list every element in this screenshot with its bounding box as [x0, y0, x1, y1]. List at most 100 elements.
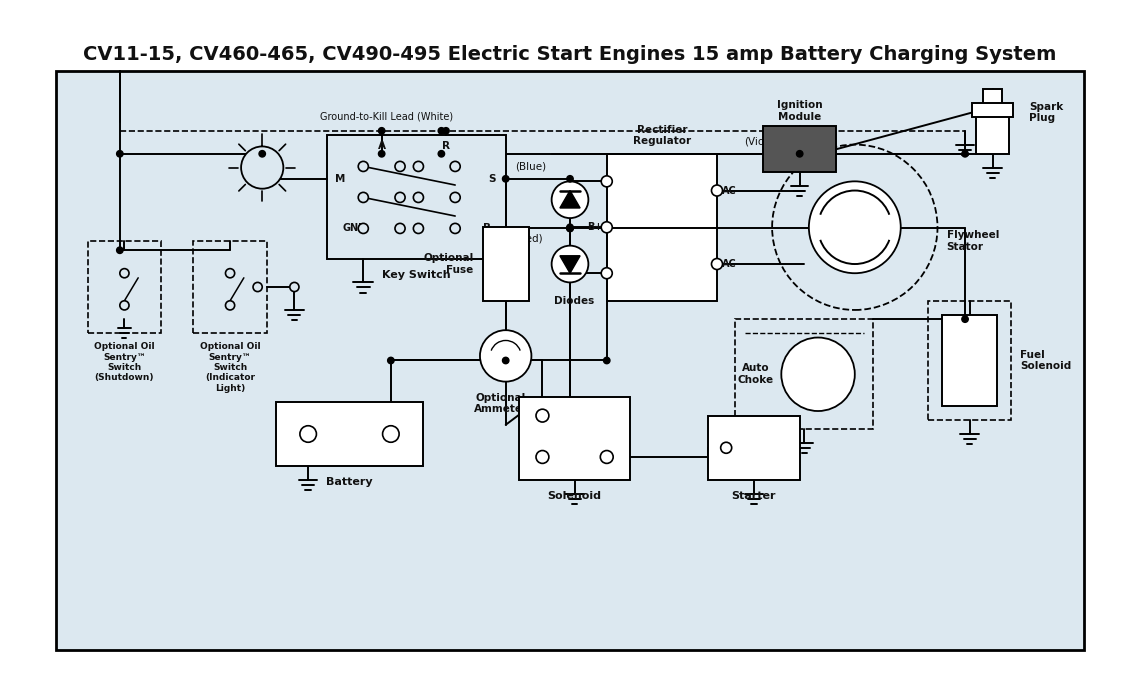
Circle shape [711, 258, 723, 269]
Bar [942, 315, 998, 407]
Text: S: S [488, 174, 496, 184]
Circle shape [962, 150, 968, 157]
Circle shape [116, 247, 123, 254]
Bar [976, 108, 1009, 154]
Bar [928, 301, 1011, 420]
Circle shape [503, 176, 508, 182]
Circle shape [601, 222, 612, 233]
Text: B+: B+ [587, 223, 602, 232]
Polygon shape [560, 256, 580, 273]
Circle shape [797, 150, 803, 157]
Text: Solenoid: Solenoid [547, 491, 602, 501]
Circle shape [253, 282, 262, 291]
Circle shape [394, 223, 405, 234]
Text: Optional Oil
Sentry™
Switch
(Indicator
Light): Optional Oil Sentry™ Switch (Indicator L… [200, 342, 260, 393]
Circle shape [601, 176, 612, 187]
Circle shape [358, 223, 368, 234]
Text: Ignition
Module: Ignition Module [776, 100, 822, 122]
Bar [735, 319, 873, 429]
Circle shape [781, 337, 855, 411]
Text: AC: AC [722, 185, 736, 196]
Bar [972, 103, 1012, 117]
Circle shape [378, 150, 385, 157]
Circle shape [720, 442, 732, 453]
Circle shape [567, 225, 573, 232]
Bar [276, 402, 423, 466]
Circle shape [567, 225, 573, 232]
Circle shape [438, 150, 445, 157]
Circle shape [480, 330, 531, 381]
Bar [606, 154, 717, 301]
Polygon shape [560, 190, 580, 208]
Circle shape [438, 128, 445, 134]
Circle shape [601, 451, 613, 464]
Circle shape [394, 192, 405, 203]
Circle shape [772, 144, 937, 310]
Circle shape [383, 426, 399, 442]
Text: Key Switch: Key Switch [382, 271, 450, 280]
Text: Spark
Plug: Spark Plug [1029, 102, 1064, 123]
Text: Starter: Starter [732, 491, 776, 501]
Text: Battery: Battery [326, 477, 373, 487]
Text: B: B [483, 223, 491, 234]
Bar [520, 397, 629, 480]
Text: (Red): (Red) [515, 233, 543, 243]
Circle shape [414, 192, 423, 203]
Text: A: A [377, 142, 385, 151]
Text: Optional
Fuse: Optional Fuse [423, 254, 473, 275]
Text: Rectifier
Regulator: Rectifier Regulator [633, 125, 691, 146]
Bar [708, 416, 799, 480]
Text: AC: AC [722, 259, 736, 269]
Text: −: − [303, 427, 314, 440]
Circle shape [450, 223, 461, 234]
Circle shape [226, 301, 235, 310]
Bar [194, 241, 267, 333]
Bar [326, 135, 506, 260]
Text: +: + [385, 427, 397, 440]
Bar [984, 89, 1002, 108]
Circle shape [300, 426, 317, 442]
Circle shape [241, 146, 284, 189]
Text: R: R [442, 142, 450, 151]
Circle shape [552, 246, 588, 282]
Text: Diodes: Diodes [554, 296, 595, 306]
Circle shape [603, 357, 610, 363]
Bar [482, 227, 529, 301]
Circle shape [450, 161, 461, 172]
Text: Ground-to-Kill Lead (White): Ground-to-Kill Lead (White) [319, 111, 453, 122]
Circle shape [358, 161, 368, 172]
Text: M: M [335, 174, 345, 184]
Circle shape [120, 301, 129, 310]
Circle shape [711, 185, 723, 196]
Text: (Blue): (Blue) [515, 161, 546, 172]
Circle shape [567, 176, 573, 182]
Circle shape [394, 161, 405, 172]
Circle shape [809, 181, 901, 273]
Circle shape [259, 150, 266, 157]
Text: GND: GND [342, 223, 366, 234]
Circle shape [450, 192, 461, 203]
Circle shape [536, 451, 548, 464]
Circle shape [552, 181, 588, 218]
Circle shape [226, 269, 235, 278]
Circle shape [414, 161, 423, 172]
Circle shape [378, 128, 385, 134]
Text: Flywheel
Stator: Flywheel Stator [946, 230, 999, 252]
Bar [763, 126, 837, 172]
Text: Fuel
Solenoid: Fuel Solenoid [1020, 350, 1072, 371]
Circle shape [601, 268, 612, 279]
Text: Optional
Ammeter: Optional Ammeter [474, 393, 528, 414]
Circle shape [120, 269, 129, 278]
Circle shape [388, 357, 394, 363]
Text: CV11-15, CV460-465, CV490-495 Electric Start Engines 15 amp Battery Charging Sys: CV11-15, CV460-465, CV490-495 Electric S… [83, 45, 1057, 64]
Text: Optional Oil
Sentry™
Switch
(Shutdown): Optional Oil Sentry™ Switch (Shutdown) [95, 342, 155, 383]
Circle shape [962, 316, 968, 322]
Circle shape [414, 223, 423, 234]
Bar [88, 241, 161, 333]
Text: (Violet): (Violet) [744, 137, 782, 146]
Circle shape [290, 282, 299, 291]
Circle shape [116, 150, 123, 157]
Circle shape [536, 409, 548, 422]
Circle shape [442, 128, 449, 134]
Circle shape [567, 224, 573, 231]
